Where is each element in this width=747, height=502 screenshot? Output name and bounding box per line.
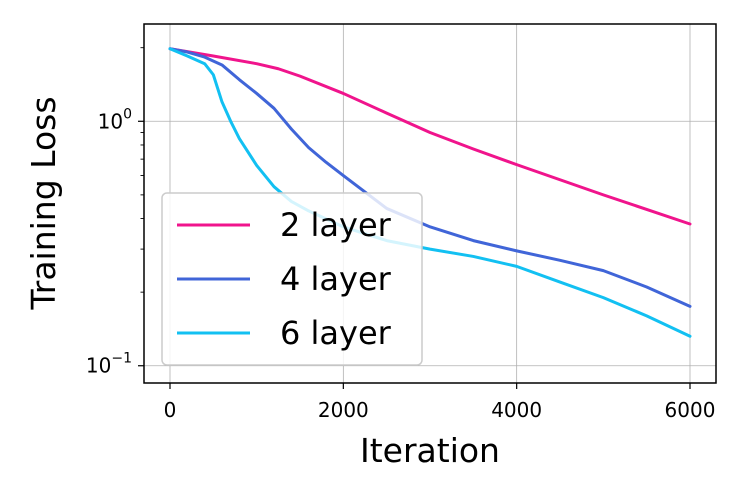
- legend: 2 layer 4 layer 6 layer: [161, 192, 423, 366]
- y-tick-label: 100: [98, 106, 132, 133]
- x-axis-label: Iteration: [360, 431, 500, 470]
- x-tick-label: 6000: [665, 398, 716, 422]
- plot-frame: [143, 23, 717, 384]
- legend-label-2: 4 layer: [280, 260, 392, 298]
- x-tick-label: 0: [164, 398, 177, 422]
- y-tick-label: 10−1: [86, 351, 132, 378]
- x-tick-label: 2000: [318, 398, 369, 422]
- x-axis-ticks: 0 2000 4000 6000: [164, 383, 716, 422]
- y-tick-exponent: 0: [123, 106, 132, 122]
- legend-box: [161, 192, 423, 366]
- series-line-1: [168, 47, 692, 226]
- legend-label-3: 6 layer: [280, 314, 392, 352]
- legend-label-1: 2 layer: [280, 206, 392, 244]
- y-tick-exponent: −1: [111, 351, 132, 367]
- series-line-2: [168, 47, 692, 308]
- x-tick-label: 4000: [491, 398, 542, 422]
- y-tick-base: 10: [98, 109, 123, 133]
- y-tick-base: 10: [86, 354, 111, 378]
- y-axis-label: Training Loss: [24, 96, 63, 310]
